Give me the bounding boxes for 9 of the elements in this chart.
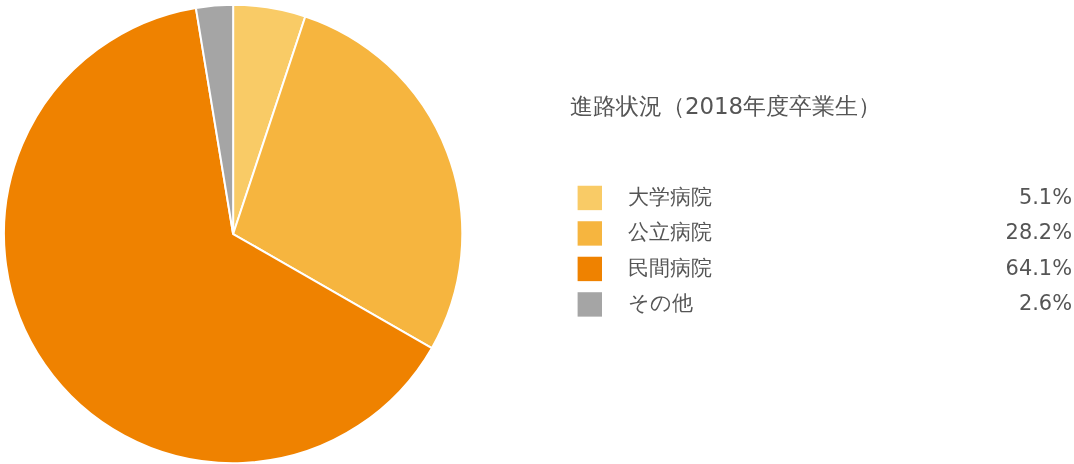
legend-label: 大学病院 bbox=[627, 184, 712, 209]
data-label: 28.2% bbox=[1005, 220, 1073, 245]
legend-label: 公立病院 bbox=[627, 220, 712, 245]
data-label: 64.1% bbox=[1005, 255, 1073, 280]
data-label: 5.1% bbox=[1018, 184, 1073, 209]
legend-label: 民間病院 bbox=[627, 255, 712, 280]
data-label: 2.6% bbox=[1018, 291, 1073, 316]
legend-title: 進路状況（2018年度卒業生） bbox=[569, 93, 882, 120]
legend-label: その他 bbox=[627, 291, 693, 316]
